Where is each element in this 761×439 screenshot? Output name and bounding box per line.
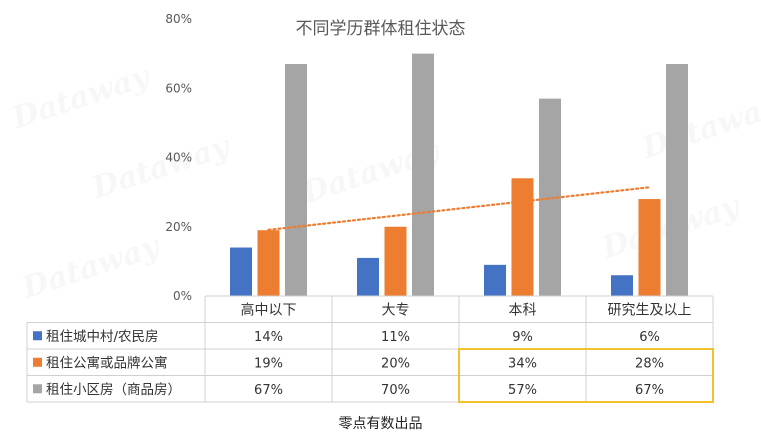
- bar: [230, 247, 252, 296]
- data-label: 14%: [254, 330, 283, 345]
- series-name: 租住城中村/农民房: [46, 329, 159, 345]
- bar: [666, 64, 688, 296]
- series-name: 租住公寓或品牌公寓: [46, 354, 168, 371]
- chart-title: 不同学历群体租住状态: [295, 19, 466, 39]
- category-label: 大专: [382, 302, 410, 318]
- bar: [638, 199, 661, 296]
- data-label: 67%: [254, 383, 283, 398]
- bar: [357, 257, 379, 296]
- y-tick-label: 60%: [165, 81, 192, 95]
- legend-key: [33, 331, 42, 341]
- trendline: [267, 186, 651, 231]
- category-label: 本科: [509, 302, 537, 318]
- legend-key: [33, 357, 42, 367]
- data-label: 34%: [508, 356, 537, 371]
- footer-credit: 零点有数出品: [338, 416, 423, 432]
- bar: [412, 53, 434, 296]
- y-tick-label: 80%: [165, 12, 192, 26]
- bar: [384, 226, 407, 296]
- bar: [539, 98, 561, 296]
- data-label: 19%: [254, 356, 283, 371]
- y-tick-label: 40%: [165, 151, 192, 165]
- data-label: 6%: [639, 330, 660, 345]
- y-tick-label: 0%: [173, 289, 192, 303]
- bar: [257, 230, 280, 296]
- data-label: 11%: [381, 330, 410, 345]
- category-label: 研究生及以上: [608, 302, 692, 318]
- data-label: 20%: [381, 356, 410, 371]
- bar: [511, 178, 534, 296]
- bar: [484, 264, 506, 296]
- data-label: 28%: [635, 356, 664, 371]
- y-tick-label: 20%: [165, 220, 192, 234]
- category-label: 高中以下: [241, 301, 297, 318]
- series-name: 租住小区房（商品房）: [46, 382, 181, 398]
- data-label: 57%: [508, 383, 537, 398]
- highlight-box: [458, 348, 714, 403]
- legend-key: [33, 384, 42, 394]
- bar: [285, 64, 307, 296]
- data-label: 67%: [635, 383, 664, 398]
- data-label: 9%: [512, 330, 533, 345]
- bar: [611, 275, 633, 296]
- data-label: 70%: [381, 383, 410, 398]
